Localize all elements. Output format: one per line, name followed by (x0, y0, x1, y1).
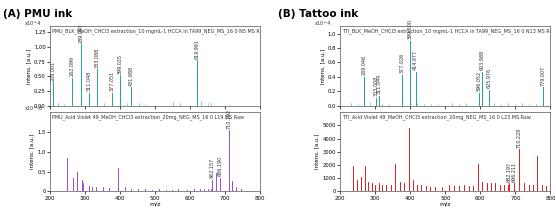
Text: 596.052: 596.052 (476, 71, 481, 91)
Text: 431.988: 431.988 (129, 65, 134, 86)
Text: 269.046: 269.046 (362, 55, 367, 75)
Text: PMU_BLK_MeOH_CHCl3 extraction_10 mgmL-1 HCCA in TA99_NEG_MS_16 0 N5 MS Raw: PMU_BLK_MeOH_CHCl3 extraction_10 mgmL-1 … (52, 29, 267, 35)
Text: 625.976: 625.976 (487, 68, 492, 88)
Text: 377.051: 377.051 (110, 71, 115, 92)
Text: TTI_BLK_MeOH_CHCl3 extraction_10 mgmL-1 HCCA in TA99_NEG_MS_16 0 N13 MS Raw: TTI_BLK_MeOH_CHCl3 extraction_10 mgmL-1 … (342, 29, 556, 35)
X-axis label: m/z: m/z (150, 202, 161, 207)
X-axis label: m/z: m/z (440, 202, 451, 207)
Text: 399.500: 399.500 (408, 19, 413, 39)
Text: 303.008: 303.008 (374, 76, 379, 96)
Text: 311.048: 311.048 (86, 71, 91, 92)
Text: 662.157: 662.157 (210, 158, 215, 178)
Text: 399.025: 399.025 (117, 54, 122, 74)
Y-axis label: Intens. [a.u.]: Intens. [a.u.] (320, 48, 325, 84)
Text: 414.977: 414.977 (413, 50, 418, 70)
Text: (B) Tattoo ink: (B) Tattoo ink (278, 9, 358, 19)
Text: 710.228: 710.228 (517, 127, 522, 148)
Text: 311.044: 311.044 (376, 74, 381, 94)
Y-axis label: Intens. [a.u.]: Intens. [a.u.] (29, 134, 34, 169)
Text: 682.197: 682.197 (507, 162, 512, 182)
Text: 779.007: 779.007 (540, 66, 545, 86)
Text: x10^-8: x10^-8 (25, 106, 43, 111)
Text: 333.088: 333.088 (94, 48, 99, 68)
Y-axis label: Intens. [a.u.]: Intens. [a.u.] (315, 134, 320, 169)
Text: x10^4: x10^4 (315, 21, 331, 26)
Text: 209.001: 209.001 (51, 61, 56, 81)
Text: 686.190: 686.190 (218, 156, 223, 176)
Text: 710.192: 710.192 (226, 108, 231, 128)
Text: x10^4: x10^4 (25, 21, 41, 26)
Text: 289.097: 289.097 (79, 23, 84, 43)
Text: PMU_Acid Violet 49_MeOH_CHCl3 extraction_20mg_NEG_MS_16 0 L19 MS Raw: PMU_Acid Violet 49_MeOH_CHCl3 extraction… (52, 114, 244, 120)
Text: 619.991: 619.991 (195, 39, 200, 59)
Text: 377.026: 377.026 (400, 53, 405, 73)
Text: 603.988: 603.988 (479, 50, 484, 70)
Text: (A) PMU ink: (A) PMU ink (3, 9, 72, 19)
Text: 262.099: 262.099 (70, 56, 75, 76)
Text: TTI_Acid Violet 49_MeOH_CHCl3 extraction_20mg_NEG_MS_16 0 L23 MS Raw: TTI_Acid Violet 49_MeOH_CHCl3 extraction… (342, 114, 531, 120)
Y-axis label: Intens. [a.u.]: Intens. [a.u.] (26, 48, 31, 84)
Text: 696.211: 696.211 (512, 162, 517, 182)
